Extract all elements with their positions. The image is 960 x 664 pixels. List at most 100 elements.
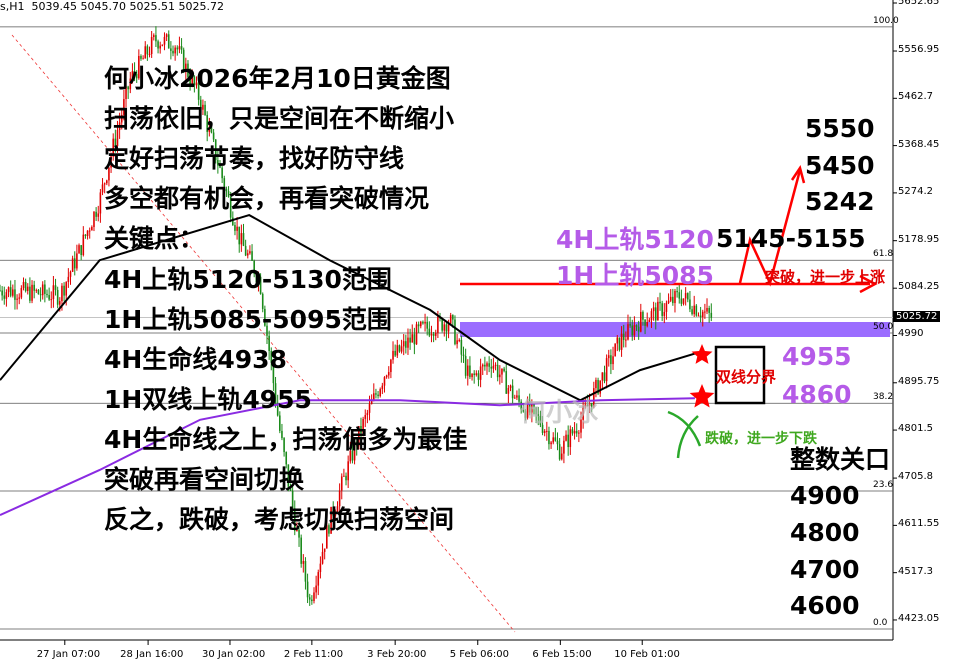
candle-body	[381, 385, 384, 390]
candle-body	[392, 350, 394, 360]
price-tick: 4895.75	[898, 375, 940, 387]
candle-body	[212, 132, 215, 140]
candle-body	[383, 377, 386, 386]
candle-body	[219, 165, 221, 168]
arrow-head-right	[859, 274, 878, 294]
candle-body	[533, 404, 535, 408]
candle-body	[554, 437, 557, 441]
analysis-line: 4H生命线4938	[104, 345, 287, 374]
candle-body	[631, 325, 634, 336]
candle-body	[229, 196, 232, 218]
candle-body	[430, 334, 433, 336]
candle-body	[505, 371, 508, 394]
candle-body	[9, 287, 12, 296]
candle-body	[422, 321, 424, 324]
time-tick: 3 Feb 20:00	[367, 649, 427, 660]
analysis-line: 突破再看空间切换	[104, 465, 305, 494]
candle-body	[593, 388, 595, 407]
candle-body	[347, 461, 349, 481]
candle-body	[99, 192, 102, 214]
candle-body	[232, 217, 234, 226]
candle-body	[456, 340, 458, 345]
fib-level-label: 50.0	[873, 321, 894, 332]
candle-body	[24, 281, 27, 291]
candle-body	[509, 385, 512, 388]
candle-body	[304, 561, 307, 582]
candle-body	[167, 34, 170, 49]
candle-body	[556, 440, 559, 445]
candle-body	[413, 334, 416, 345]
candle-body	[654, 307, 657, 321]
candle-body	[360, 425, 362, 433]
candle-body	[161, 44, 164, 46]
chart-header: s,H1 5039.45 5045.70 5025.51 5025.72	[0, 0, 224, 13]
candle-body	[353, 441, 356, 461]
candle-body	[648, 319, 651, 323]
candle-body	[396, 345, 399, 356]
candle-body	[210, 127, 213, 133]
breakout-label: 突破，进一步上涨	[765, 268, 886, 286]
candle-body	[691, 309, 693, 315]
candle-body	[582, 406, 584, 420]
candle-body	[123, 99, 125, 115]
candle-body	[462, 354, 465, 357]
candle-body	[191, 76, 194, 85]
candle-body	[236, 226, 238, 231]
candle-body	[0, 290, 1, 292]
analysis-line: 1H双线上轨4955	[104, 385, 312, 414]
candle-body	[379, 389, 382, 397]
fib-level-label: 0.0	[873, 618, 888, 629]
candle-body	[543, 431, 546, 433]
candle-body	[603, 372, 606, 382]
symbol-label: s,H1	[0, 0, 25, 13]
candle-body	[437, 316, 439, 333]
candle-body	[650, 311, 653, 320]
candle-body	[358, 425, 360, 447]
star-icon	[689, 384, 715, 408]
price-tick: 5178.95	[898, 233, 940, 245]
candle-body	[29, 286, 31, 301]
candle-body	[578, 432, 580, 434]
candle-body	[150, 37, 153, 54]
candle-body	[221, 167, 223, 179]
candle-body	[88, 230, 91, 232]
candle-body	[108, 167, 110, 181]
candle-body	[125, 86, 127, 100]
rail-1h-label: 1H上轨5085	[556, 261, 714, 290]
candle-body	[355, 441, 358, 447]
candle-body	[620, 333, 623, 350]
candle-body	[531, 404, 533, 413]
candle-body	[663, 311, 666, 316]
candle-body	[259, 276, 262, 294]
analysis-line: 反之，跌破，考虑切换扫荡空间	[104, 505, 455, 534]
candle-body	[387, 372, 390, 376]
analysis-line: 1H上轨5085-5095范围	[104, 305, 392, 334]
candle-body	[240, 233, 243, 245]
round-level-4700: 4700	[790, 555, 860, 584]
candle-body	[676, 290, 678, 293]
candle-body	[513, 397, 516, 399]
candle-body	[575, 430, 578, 434]
price-tick: 5084.25	[898, 281, 940, 293]
candle-body	[80, 245, 82, 255]
candle-body	[311, 599, 313, 602]
candle-body	[127, 86, 129, 90]
candle-body	[14, 289, 16, 300]
candle-body	[78, 245, 80, 254]
rail-4h-label: 4H上轨5120	[556, 225, 714, 254]
candle-body	[637, 326, 640, 332]
round-level-4600: 4600	[790, 591, 860, 620]
candle-body	[97, 213, 100, 217]
candle-body	[528, 400, 531, 413]
candle-body	[546, 430, 548, 432]
fib-level-label: 61.8	[873, 249, 894, 260]
candle-body	[411, 334, 414, 343]
candle-body	[682, 298, 685, 304]
candle-body	[268, 335, 270, 351]
candle-body	[266, 325, 268, 336]
candle-body	[67, 276, 70, 283]
watermark: 何小冰	[520, 398, 599, 428]
candle-body	[116, 130, 119, 147]
